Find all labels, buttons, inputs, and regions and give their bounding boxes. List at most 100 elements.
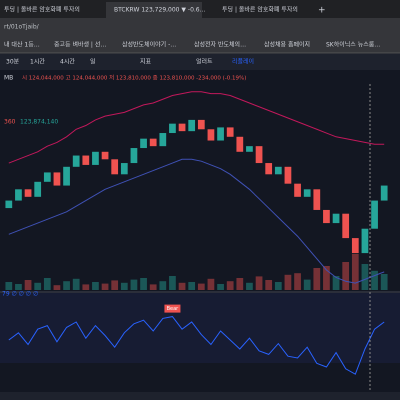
active-tab[interactable]: [106, 2, 202, 18]
volume-bar: [207, 278, 215, 290]
volume-bar: [351, 254, 359, 290]
volume-bar: [72, 278, 80, 290]
volume-bar: [236, 278, 244, 290]
volume-bar: [265, 280, 273, 290]
bookmark[interactable]: 내 대산 1등…: [4, 41, 40, 49]
volume-bar: [24, 280, 32, 290]
candle-body: [246, 146, 253, 152]
candle-body: [380, 185, 388, 201]
volume-bar: [323, 266, 330, 290]
volume-bar: [313, 268, 321, 290]
candle-body: [284, 166, 292, 184]
band-value: 123,874,140: [20, 119, 58, 126]
candle-body: [274, 166, 282, 175]
candle-body: [323, 209, 330, 224]
volume-bar: [82, 284, 90, 290]
volume-bar: [111, 280, 119, 290]
tool[interactable]: 리플레이: [232, 58, 254, 66]
tool[interactable]: 일: [90, 58, 96, 66]
tool[interactable]: 1시간: [30, 58, 45, 66]
candle-body: [34, 181, 42, 197]
volume-bar: [342, 262, 350, 290]
candle-body: [24, 189, 32, 197]
volume-bar: [63, 281, 70, 290]
new-tab[interactable]: +: [318, 6, 326, 16]
candle-body: [332, 213, 340, 224]
volume-bar: [274, 282, 282, 290]
volume-bar: [15, 284, 22, 290]
volume-bar: [178, 282, 186, 290]
volume-bar: [159, 281, 167, 290]
candle-body: [63, 166, 70, 186]
tool[interactable]: 4시간: [60, 58, 75, 66]
candle-body: [149, 138, 157, 147]
bookmarks-bar: [0, 36, 400, 53]
candle-body: [236, 136, 244, 152]
annotation: Bear: [167, 306, 180, 312]
time-axis: [0, 392, 400, 400]
candle-body: [72, 155, 80, 167]
volume-bar: [226, 281, 234, 290]
ohlc: 시 124,044,000 고 124,044,000 저 123,810,00…: [22, 74, 246, 82]
address-bar: [0, 18, 400, 36]
bookmark[interactable]: 삼성전자 반도체의…: [194, 41, 246, 49]
volume-bar: [169, 276, 176, 290]
tool[interactable]: 지표: [140, 58, 152, 66]
tab[interactable]: 투딩 | 올바른 암호화폐 투자의: [4, 6, 80, 14]
volume-bar: [92, 282, 99, 290]
url[interactable]: rt/01oTjaib/: [4, 24, 40, 31]
tab[interactable]: 투딩 | 올바른 암호화폐 투자의: [222, 6, 298, 14]
tool[interactable]: 얼러트: [196, 58, 213, 66]
candle-body: [313, 189, 321, 210]
candle-body: [111, 159, 119, 175]
volume-bar: [34, 282, 42, 290]
volume-bar: [5, 282, 13, 290]
volume-bar: [130, 279, 138, 290]
volume-bar: [101, 283, 109, 290]
bookmark[interactable]: 중고등 벼바생 | 선…: [54, 41, 106, 49]
candle-body: [120, 163, 128, 175]
candle-body: [169, 123, 176, 134]
candle-body: [53, 172, 61, 186]
volume-bar: [380, 274, 388, 290]
indicator-line: [8, 316, 385, 375]
indicator-label: 79 ∅ ∅ ∅ ∅: [2, 291, 38, 298]
candle-body: [130, 148, 138, 164]
upper-band: [8, 91, 385, 164]
candle-body: [178, 123, 186, 132]
volume-bar: [149, 284, 157, 290]
tab[interactable]: BTCKRW 123,729,000 ▼ -0.6…: [114, 7, 206, 14]
bookmark[interactable]: 삼성반도체이야기 -…: [122, 41, 176, 49]
candle-body: [159, 133, 167, 147]
bookmark[interactable]: SK하이닉스 뉴스룸…: [326, 41, 380, 49]
toolbar: [0, 54, 400, 70]
candle-body: [265, 163, 273, 175]
candle-body: [92, 151, 99, 165]
candle-body: [207, 129, 215, 141]
candle-body: [361, 228, 369, 254]
bookmark[interactable]: 삼성채용 홈페이지: [264, 41, 310, 49]
candle-body: [351, 238, 359, 254]
candle-body: [342, 213, 350, 239]
volume-bar: [120, 282, 128, 290]
volume-bar: [255, 276, 263, 290]
volume-bar: [43, 278, 51, 290]
volume-bar: [188, 282, 196, 290]
candle-body: [82, 155, 90, 165]
candle-body: [303, 189, 311, 197]
annotation-box: [164, 304, 181, 313]
volume-bar: [361, 264, 369, 290]
candle-body: [226, 127, 234, 137]
volume-bar: [284, 274, 292, 290]
volume-bar: [371, 270, 378, 290]
volume-bar: [303, 279, 311, 290]
tool[interactable]: 30분: [6, 59, 20, 66]
candle-body: [217, 127, 224, 141]
candle-body: [5, 200, 13, 209]
candle-body: [101, 151, 109, 160]
volume-bar: [332, 276, 340, 290]
volume-bar: [246, 282, 253, 290]
volume-bar: [294, 273, 301, 290]
